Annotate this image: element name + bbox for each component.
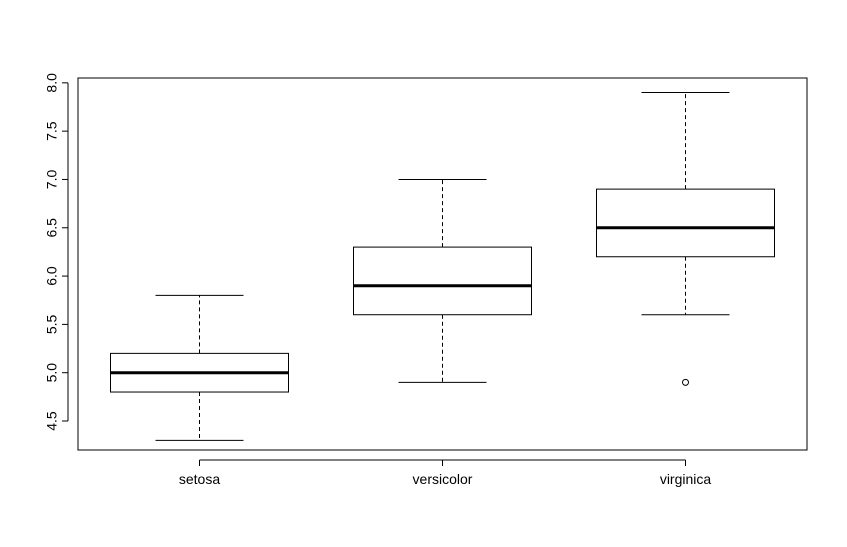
y-tick-label: 5.0 (44, 363, 60, 383)
y-tick-label: 8.0 (44, 73, 60, 93)
box-versicolor (353, 178, 532, 383)
outlier-point (682, 378, 689, 386)
y-tick-label: 6.5 (44, 218, 60, 238)
x-axis: setosa versicolor virginica (179, 459, 712, 487)
y-tick-label: 7.5 (44, 121, 60, 141)
plot-frame (77, 77, 808, 451)
y-tick-label: 5.5 (44, 314, 60, 334)
box-virginica (596, 91, 775, 386)
x-tick-label-virginica: virginica (660, 471, 712, 487)
y-tick-label: 6.0 (44, 266, 60, 286)
y-tick-label: 7.0 (44, 170, 60, 190)
boxes (110, 91, 775, 441)
y-axis: 4.5 5.0 5.5 6.0 6.5 7.0 7.5 8.0 (44, 73, 69, 431)
iqr-box (353, 246, 532, 316)
x-tick-label-setosa: setosa (179, 471, 220, 487)
y-tick-label: 4.5 (44, 411, 60, 431)
box-setosa (110, 294, 289, 441)
iqr-box (596, 188, 775, 258)
x-tick-label-versicolor: versicolor (413, 471, 473, 487)
